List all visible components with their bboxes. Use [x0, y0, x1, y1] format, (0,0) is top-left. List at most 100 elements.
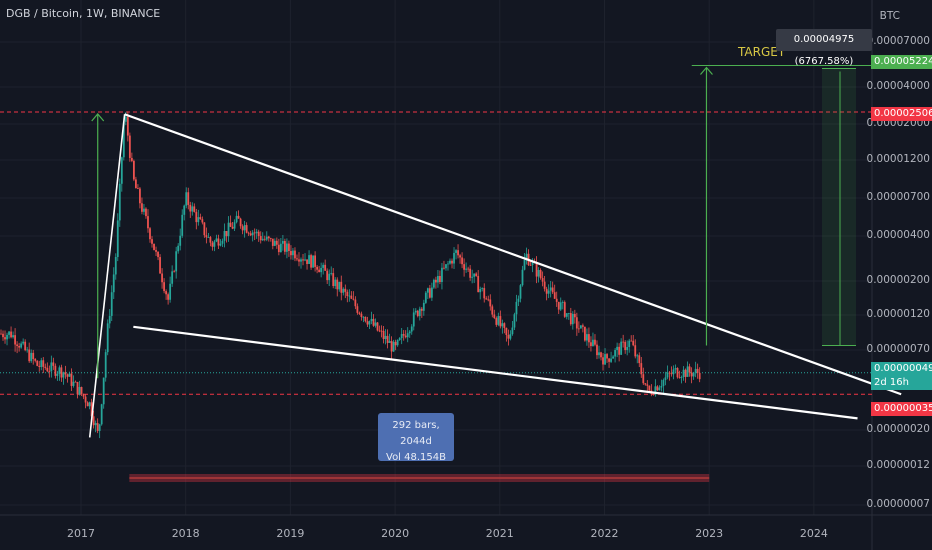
candle-body	[598, 352, 600, 356]
candle	[163, 278, 165, 294]
candle	[523, 252, 526, 271]
candle	[70, 368, 73, 392]
candle	[233, 219, 236, 231]
candle-body	[672, 369, 675, 375]
candle-body	[54, 365, 57, 376]
candle	[632, 334, 635, 347]
candle	[509, 330, 512, 341]
candle	[487, 295, 490, 302]
candle	[519, 284, 522, 303]
candle-body	[137, 188, 139, 190]
candle	[247, 231, 250, 236]
candle-body	[654, 386, 657, 395]
candle-body	[517, 298, 520, 302]
candle-body	[372, 318, 375, 326]
candle-body	[553, 292, 556, 299]
candle	[368, 320, 371, 330]
candle	[112, 267, 115, 300]
candle-body	[398, 338, 401, 340]
lower-wedge-line	[133, 325, 858, 420]
candle	[203, 222, 206, 238]
candle	[253, 228, 256, 241]
candle-body	[453, 252, 455, 264]
candle-body	[511, 327, 514, 335]
candle-body	[340, 281, 343, 293]
candle-body	[290, 251, 292, 256]
candle-body	[298, 259, 300, 262]
candle-body	[342, 288, 345, 293]
candle	[217, 234, 220, 250]
candle-body	[445, 264, 447, 269]
candle-body	[600, 352, 602, 358]
candle	[60, 364, 63, 382]
candle-body	[50, 362, 53, 372]
measure-info-box[interactable]: 292 bars, 2044d Vol 48.154B	[378, 413, 454, 463]
candle	[44, 363, 47, 370]
candle	[630, 335, 633, 342]
candle	[374, 318, 377, 328]
candle-body	[273, 240, 276, 246]
candle	[82, 393, 85, 400]
candle	[690, 367, 693, 384]
candle	[74, 380, 77, 383]
candle-body	[320, 267, 323, 273]
candle	[149, 227, 151, 243]
candle-body	[221, 240, 224, 244]
candle-body	[493, 314, 496, 318]
candle-body	[366, 321, 369, 325]
candle	[340, 275, 343, 301]
candle-body	[348, 295, 351, 297]
candle-body	[90, 402, 93, 417]
candle	[616, 342, 619, 358]
candle	[4, 330, 6, 344]
candle	[32, 349, 35, 365]
candle	[310, 253, 312, 270]
candle-body	[179, 235, 182, 246]
candle-body	[368, 321, 371, 325]
candle	[364, 316, 367, 323]
candle-body	[509, 334, 512, 339]
candle	[640, 356, 643, 378]
candle	[298, 252, 300, 267]
candle	[159, 254, 161, 274]
candle	[169, 276, 172, 303]
candle-body	[523, 260, 526, 270]
candle	[400, 328, 403, 345]
candle	[352, 291, 355, 301]
candle-body	[376, 322, 379, 331]
candle	[281, 235, 284, 251]
candle-body	[207, 237, 210, 238]
measure-bars-days: 292 bars, 2044d	[392, 420, 440, 447]
horizontal-levels	[0, 65, 872, 395]
candle	[96, 418, 99, 434]
candle-body	[52, 362, 55, 366]
axis-unit-label: BTC	[879, 10, 900, 22]
candle	[602, 353, 604, 371]
price-tick-label: 0.00000400	[866, 229, 930, 241]
candle	[344, 284, 347, 299]
candle	[676, 367, 679, 379]
candle	[36, 360, 39, 367]
candle	[537, 267, 540, 283]
candle	[696, 363, 699, 379]
candle-body	[100, 404, 103, 425]
candle-body	[531, 261, 534, 266]
candle	[682, 366, 685, 381]
candle-body	[362, 316, 365, 318]
candle	[592, 332, 594, 347]
candle-body	[6, 334, 8, 340]
candle	[102, 377, 105, 409]
candle-body	[62, 372, 65, 378]
candle	[634, 339, 637, 359]
candle-body	[74, 381, 77, 383]
candle	[201, 216, 204, 225]
candle-body	[171, 271, 174, 284]
candle-body	[463, 264, 465, 270]
candle-body	[390, 341, 393, 352]
candle-body	[96, 423, 99, 431]
candle	[40, 357, 43, 371]
candle	[638, 352, 641, 368]
candle-body	[628, 340, 631, 348]
candle	[211, 240, 214, 251]
